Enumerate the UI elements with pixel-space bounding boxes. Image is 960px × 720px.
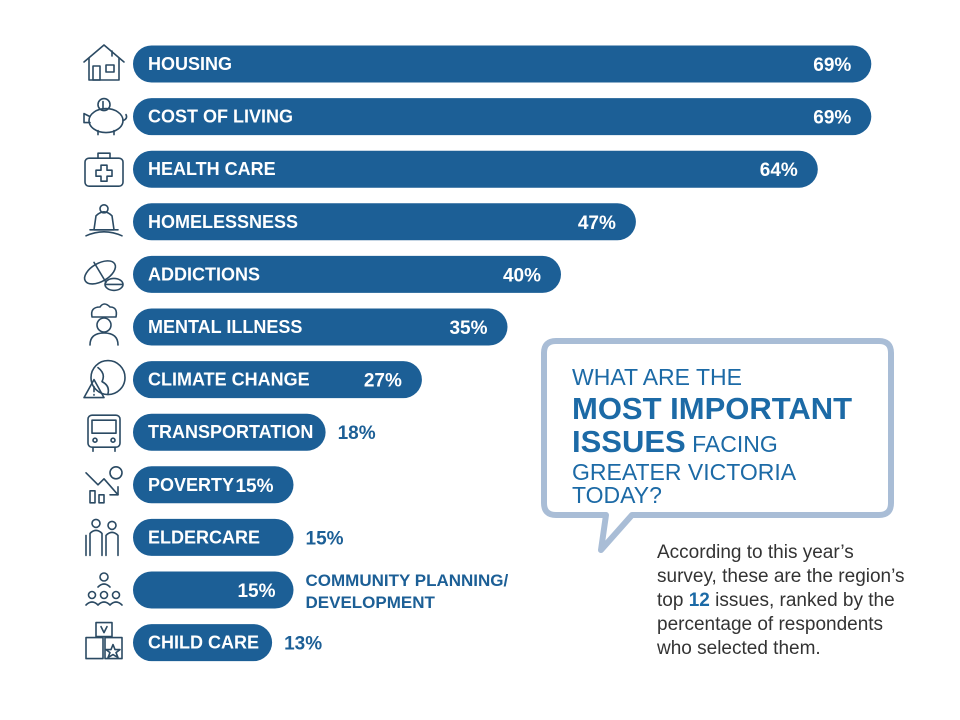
bus-icon <box>87 414 121 453</box>
value-label: 18% <box>338 423 376 444</box>
bar <box>133 571 294 609</box>
callout-line-3-rest: FACING <box>685 431 778 457</box>
category-label: TRANSPORTATION <box>148 422 313 442</box>
category-label: HEALTH CARE <box>148 159 276 179</box>
description-before: According to this year’s survey, these a… <box>657 542 905 611</box>
description-after: issues, ranked by the percentage of resp… <box>657 590 895 659</box>
category-label: CHILD CARE <box>148 633 259 653</box>
pills-icon <box>83 260 124 292</box>
value-label: 27% <box>364 371 402 392</box>
callout-line-4: GREATER VICTORIA TODAY? <box>572 459 795 508</box>
value-label: 64% <box>760 160 798 181</box>
first-aid-kit-icon <box>84 152 124 187</box>
value-label: 15% <box>306 528 344 549</box>
category-label: COMMUNITY PLANNING/DEVELOPMENT <box>306 571 509 612</box>
value-label: 47% <box>578 213 616 234</box>
value-label: 40% <box>503 265 541 286</box>
poverty-chart-icon <box>85 465 123 504</box>
category-label: MENTAL ILLNESS <box>148 317 302 337</box>
bar <box>133 45 872 83</box>
category-label: CLIMATE CHANGE <box>148 370 310 390</box>
category-label: COST OF LIVING <box>148 107 293 127</box>
bar <box>133 203 636 241</box>
bar <box>133 361 422 399</box>
bar <box>133 98 872 136</box>
value-label: 15% <box>235 476 273 497</box>
toy-blocks-icon <box>85 621 123 660</box>
category-label: ADDICTIONS <box>148 264 260 284</box>
climate-globe-icon <box>83 359 126 399</box>
callout-line-1: WHAT ARE THE <box>572 364 742 390</box>
callout-line-3-bold: ISSUES <box>572 424 686 459</box>
description-number: 12 <box>688 590 710 611</box>
category-label: HOMELESSNESS <box>148 212 298 232</box>
bar <box>133 624 273 662</box>
callout-line-2: MOST IMPORTANT <box>572 391 853 426</box>
house-icon <box>83 44 125 81</box>
callout-text: WHAT ARE THE MOST IMPORTANT ISSUES FACIN… <box>572 366 872 511</box>
homeless-person-icon <box>85 204 123 237</box>
bar <box>133 466 294 504</box>
value-label: 15% <box>237 581 275 602</box>
mental-health-icon <box>89 303 119 346</box>
category-label: POVERTY <box>148 475 234 495</box>
value-label: 69% <box>813 108 851 129</box>
chart-description: According to this year’s survey, these a… <box>657 541 917 661</box>
bar <box>133 150 818 188</box>
value-label: 69% <box>813 55 851 76</box>
value-label: 13% <box>284 634 322 655</box>
bar <box>133 413 326 451</box>
community-network-icon <box>85 572 123 606</box>
category-label: HOUSING <box>148 54 232 74</box>
category-label: ELDERCARE <box>148 527 260 547</box>
bar <box>133 308 508 346</box>
value-label: 35% <box>449 318 487 339</box>
callout-bubble-outline <box>541 338 894 553</box>
bar <box>133 518 294 556</box>
piggy-bank-icon <box>83 97 128 136</box>
elderly-couple-icon <box>85 518 119 557</box>
bar <box>133 255 561 293</box>
